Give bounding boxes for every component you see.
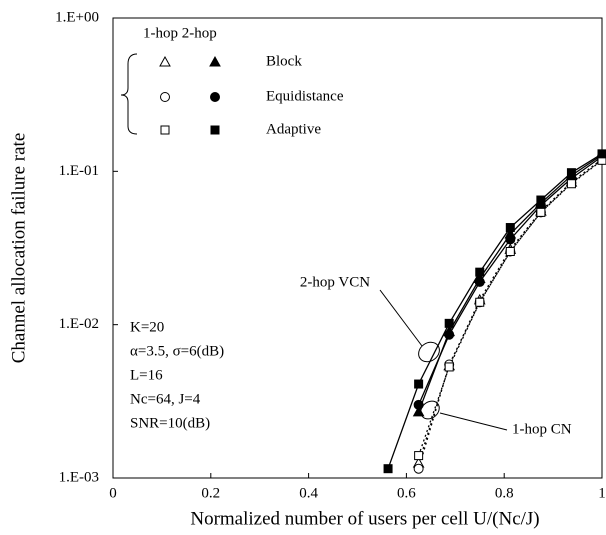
parameter: SNR=10(dB) [130,415,210,431]
marker [413,463,424,474]
plot-frame [112,17,603,479]
legend-brace [120,53,138,135]
marker [566,179,576,189]
marker [505,234,516,245]
marker [383,464,393,474]
marker [160,125,170,135]
x-tick-label: 0.6 [397,485,416,501]
x-tick-label: 0 [109,485,117,501]
legend-label: Adaptive [266,121,321,137]
line [418,159,603,456]
annotation: 2-hop VCN [300,274,370,290]
y-tick-label: 1.E-01 [59,163,99,179]
legend-label: Equidistance [266,88,344,104]
annotation-arrow [439,412,508,431]
x-axis-label: Normalized number of users per cell U/(N… [190,508,539,529]
annotation-ellipse [420,400,440,420]
marker [414,379,424,389]
parameter: K=20 [130,319,164,335]
annotation: 1-hop CN [512,421,572,437]
x-tick-label: 0.8 [495,485,514,501]
marker [536,207,546,217]
parameter: Nc=64, J=4 [130,391,201,407]
marker [566,168,576,178]
marker [159,55,171,67]
marker [505,247,515,257]
legend-label: Block [266,53,302,69]
annotation-arrow [379,289,423,347]
parameter: α=3.5, σ=6(dB) [130,343,224,359]
marker [444,329,455,340]
y-tick-label: 1.E+00 [55,9,99,25]
y-tick-label: 1.E-03 [59,469,99,485]
marker [444,318,454,328]
marker [210,125,220,135]
legend-header: 1-hop 2-hop [143,25,217,41]
marker [210,92,220,102]
marker [475,267,485,277]
marker [505,223,515,233]
marker [209,55,221,67]
x-tick-label: 0.4 [299,485,318,501]
line [418,158,603,464]
marker [474,276,485,287]
y-axis-label: Channel allocation failure rate [8,133,29,364]
line [418,154,603,413]
marker [412,405,425,417]
y-tick-label: 1.E-02 [59,316,99,332]
line [387,153,603,469]
line [418,159,603,469]
marker [413,399,424,410]
x-tick-label: 0.2 [201,485,220,501]
marker [475,297,485,307]
marker [536,195,546,205]
marker [444,362,454,372]
parameter: L=16 [130,367,163,383]
marker [160,92,170,102]
marker [414,451,424,461]
marker [597,149,606,159]
x-tick-label: 1 [598,485,606,501]
